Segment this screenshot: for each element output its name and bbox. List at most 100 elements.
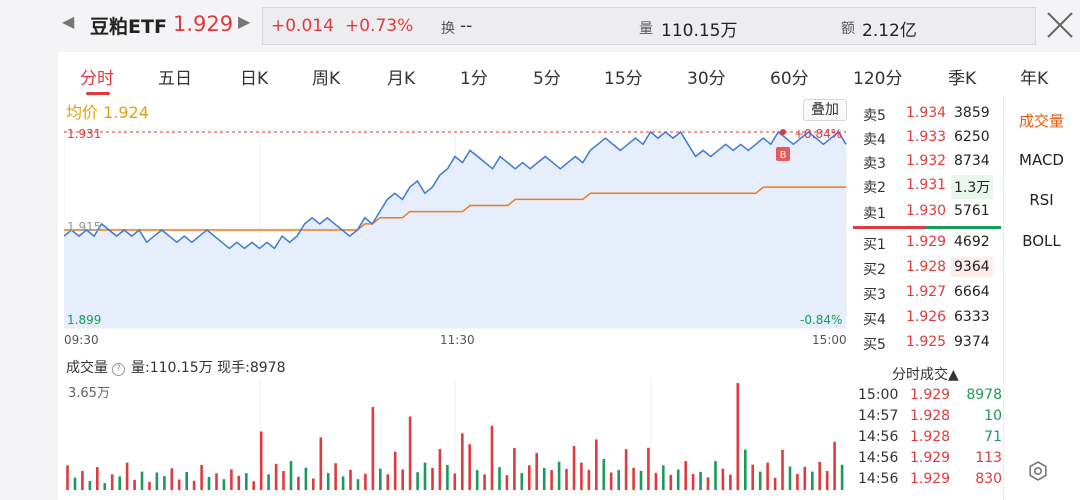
indicator-rsi[interactable]: RSI: [1029, 191, 1054, 209]
tab-weekly-k[interactable]: 周K: [312, 69, 341, 89]
volume-bar: [364, 473, 367, 490]
volume-bar: [289, 461, 293, 490]
tab-120min[interactable]: 120分: [853, 69, 903, 89]
volume-bar: [580, 462, 583, 490]
indicator-volume[interactable]: 成交量: [1018, 112, 1064, 130]
volume-bar: [796, 474, 799, 490]
bid-label: 买4: [863, 312, 886, 328]
tab-yearly-k[interactable]: 年K: [1020, 69, 1049, 89]
security-name: 豆粕ETF: [90, 16, 167, 38]
last-price: 1.929: [173, 12, 234, 36]
trade-time: 14:56: [858, 471, 899, 487]
intraday-price-chart[interactable]: B: [64, 124, 848, 330]
ask-volume: 8734: [954, 153, 990, 169]
tab-monthly-k[interactable]: 月K: [387, 69, 416, 89]
ask-row[interactable]: 卖3 1.932 8734: [860, 150, 1000, 174]
volume-bar: [773, 477, 777, 490]
volume-bar: [81, 471, 84, 490]
indicator-boll[interactable]: BOLL: [1022, 232, 1061, 250]
tab-quarterly-k[interactable]: 季K: [948, 69, 977, 89]
volume-bar: [140, 471, 144, 490]
volume-bar: [632, 467, 635, 490]
volume-bar: [73, 477, 77, 490]
volume-bar: [103, 483, 107, 490]
bid-volume: 9364: [951, 257, 993, 277]
bid-row[interactable]: 买5 1.925 9374: [860, 331, 1000, 355]
ask-row[interactable]: 卖2 1.931 1.3万: [860, 174, 1000, 199]
volume-value: 110.15万: [661, 21, 738, 41]
trade-row: 14:57 1.928 10: [856, 406, 1002, 428]
quote-header: ◀ 豆粕ETF 1.929 ▶ +0.014 +0.73% 换 -- 量 110…: [0, 0, 1080, 52]
trade-price: 1.928: [910, 408, 951, 424]
trade-time: 14:56: [858, 450, 899, 466]
volume-bar: [110, 474, 114, 490]
volume-bar: [192, 480, 196, 490]
trade-time: 14:56: [858, 429, 899, 445]
settings-icon[interactable]: [1027, 460, 1049, 482]
trades-toggle[interactable]: 分时成交▲: [892, 367, 959, 383]
tab-daily-k[interactable]: 日K: [240, 69, 269, 89]
volume-bar: [647, 447, 650, 490]
ask-price: 1.931: [906, 177, 947, 193]
ask-row[interactable]: 卖5 1.934 3859: [860, 102, 1000, 126]
volume-bar: [326, 473, 330, 490]
volume-bar: [602, 459, 606, 490]
trade-row: 14:56 1.928 71: [856, 427, 1002, 449]
volume-bar: [163, 476, 166, 490]
bid-price: 1.928: [906, 259, 947, 275]
indicator-macd[interactable]: MACD: [1019, 151, 1064, 169]
turnover-label: 换: [441, 21, 455, 37]
price-change: +0.014: [271, 16, 334, 36]
volume-bar: [572, 446, 576, 490]
volume-bar: [207, 477, 211, 490]
bid-row[interactable]: 买2 1.928 9364: [860, 256, 1000, 280]
volume-bar: [461, 433, 464, 490]
trade-time: 14:57: [858, 408, 899, 424]
tab-five-day[interactable]: 五日: [158, 69, 192, 89]
tab-1min[interactable]: 1分: [460, 69, 488, 89]
tab-5min[interactable]: 5分: [533, 69, 561, 89]
ask-price: 1.933: [906, 129, 947, 145]
volume-bar: [341, 476, 345, 490]
close-icon[interactable]: [1043, 8, 1077, 42]
pct-axis-bottom: -0.84%: [800, 313, 843, 327]
volume-bar: [446, 465, 449, 490]
overlay-button[interactable]: 叠加: [803, 99, 847, 121]
bid-ask-ratio-bar: [853, 226, 1001, 229]
trade-row: 15:00 1.929 8978: [856, 385, 1002, 407]
bid-row[interactable]: 买1 1.929 4692: [860, 231, 1000, 255]
volume-bar: [505, 475, 509, 490]
price-change-pct: +0.73%: [345, 16, 414, 36]
volume-bar: [125, 462, 129, 490]
y-axis-bottom: 1.899: [67, 313, 102, 327]
tab-intraday[interactable]: 分时: [80, 69, 114, 89]
buy-marker-text: B: [780, 150, 787, 161]
tab-15min[interactable]: 15分: [604, 69, 643, 89]
ask-row[interactable]: 卖4 1.933 6250: [860, 126, 1000, 150]
volume-bar: [513, 448, 516, 490]
volume-bar: [595, 439, 598, 490]
volume-bar: [237, 475, 241, 490]
buy-marker-badge[interactable]: [776, 147, 790, 161]
bid-row[interactable]: 买4 1.926 6333: [860, 306, 1000, 330]
volume-bar: [408, 416, 412, 490]
y-axis-mid: 1.915: [67, 220, 102, 234]
volume-bar: [416, 472, 419, 490]
volume-bar: [453, 473, 457, 490]
volume-bar: [118, 476, 121, 490]
ask-row[interactable]: 卖1 1.930 5761: [860, 200, 1000, 224]
quote-summary: +0.014 +0.73% 换 -- 量 110.15万 额 2.12亿: [262, 7, 1036, 45]
tab-30min[interactable]: 30分: [687, 69, 726, 89]
volume-chart[interactable]: [64, 378, 848, 490]
x-axis-start: 09:30: [64, 333, 99, 347]
bid-volume: 4692: [954, 234, 990, 250]
volume-bar: [312, 478, 315, 490]
price-area-fill: [64, 132, 846, 328]
next-stock-icon[interactable]: ▶: [238, 12, 251, 31]
help-icon[interactable]: ?: [112, 363, 125, 376]
bid-row[interactable]: 买3 1.927 6664: [860, 281, 1000, 305]
volume-title-label: 成交量: [66, 360, 108, 376]
volume-bar: [758, 471, 762, 490]
prev-stock-icon[interactable]: ◀: [62, 12, 75, 31]
tab-60min[interactable]: 60分: [770, 69, 809, 89]
